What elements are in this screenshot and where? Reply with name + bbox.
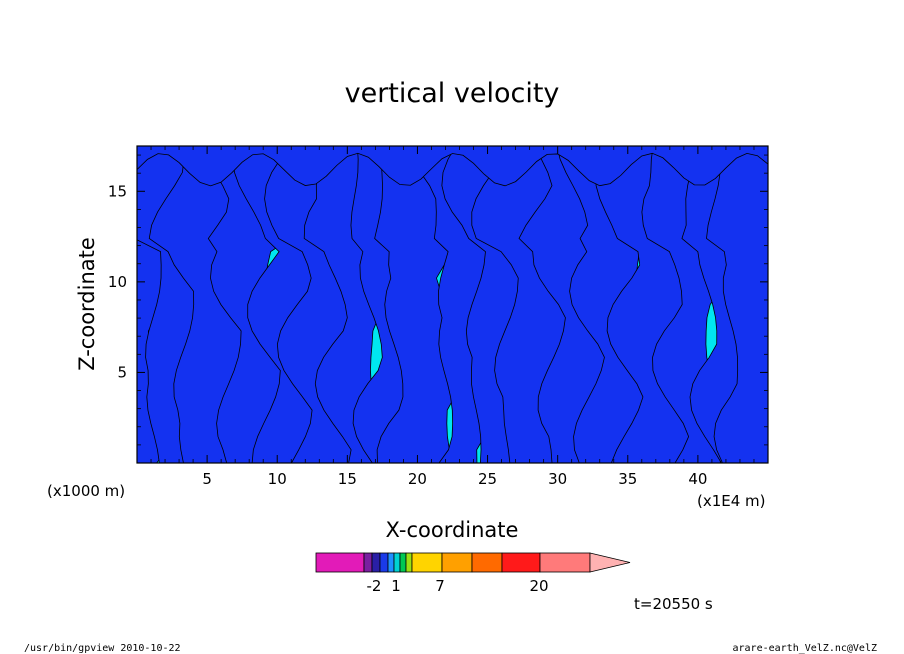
colorbar-segment [371, 552, 381, 573]
colorbar-segment [411, 552, 443, 573]
colorbar-segment [501, 552, 541, 573]
upper-layer-band [137, 146, 768, 187]
contour-fill [137, 146, 768, 463]
x-tick-label: 10 [268, 470, 287, 488]
colorbar-segment [441, 552, 473, 573]
colorbar-segment [315, 552, 365, 573]
colorbar-tick-labels: -2 1 7 20 [367, 577, 549, 595]
colorbar-segment [363, 552, 373, 573]
x-tick-label: 15 [338, 470, 357, 488]
x-axis-ticks: 5 10 15 20 25 30 35 40 [150, 146, 755, 488]
colorbar-segment [471, 552, 503, 573]
colorbar-segment [399, 552, 407, 573]
x-tick-label: 35 [618, 470, 637, 488]
x-axis-unit: (x1E4 m) [697, 492, 766, 510]
colorbar-tick-label: 20 [529, 577, 548, 595]
colorbar-tick-label: -2 [367, 577, 382, 595]
footer-left: /usr/bin/gpview 2010-10-22 [24, 643, 181, 654]
y-tick-label: 5 [117, 363, 127, 381]
colorbar-arrow [589, 552, 631, 573]
x-tick-label: 5 [202, 470, 212, 488]
colorbar-segment [393, 552, 401, 573]
y-axis-ticks: 5 10 15 [108, 154, 768, 446]
x-tick-label: 25 [478, 470, 497, 488]
plot-area [136, 145, 769, 464]
colorbar-tick-label: 7 [435, 577, 445, 595]
updraft-band [303, 146, 410, 463]
colorbar-segment [379, 552, 389, 573]
colorbar-tick-label: 1 [391, 577, 401, 595]
x-axis-label: X-coordinate [386, 518, 519, 542]
colorbar-segment [405, 552, 413, 573]
plot-frame [136, 145, 769, 464]
colorbar [315, 552, 631, 573]
y-tick-label: 10 [108, 273, 127, 291]
y-axis-unit: (x1000 m) [47, 482, 125, 500]
colorbar-segment [539, 552, 591, 573]
x-tick-label: 20 [408, 470, 427, 488]
y-tick-label: 15 [108, 182, 127, 200]
x-tick-label: 30 [548, 470, 567, 488]
footer-right: arare-earth_VelZ.nc@VelZ [733, 643, 878, 654]
time-label: t=20550 s [634, 595, 713, 613]
y-axis-label: Z-coordinate [75, 237, 99, 371]
x-tick-label: 40 [688, 470, 707, 488]
updraft-band [706, 146, 768, 463]
chart-title: vertical velocity [345, 78, 560, 109]
colorbar-segment [387, 552, 395, 573]
